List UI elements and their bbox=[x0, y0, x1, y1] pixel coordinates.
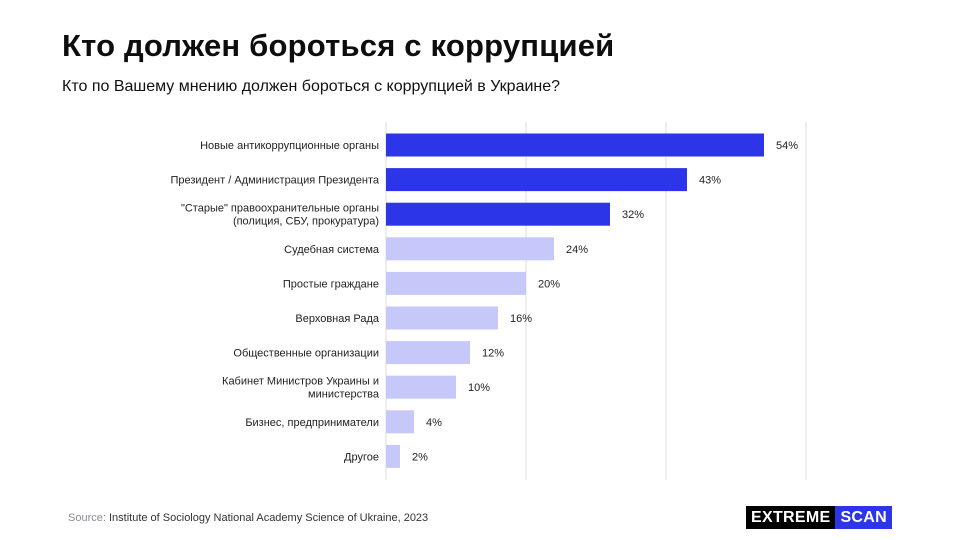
source-label: Source: bbox=[68, 512, 106, 524]
value-label: 20% bbox=[538, 278, 560, 290]
bars bbox=[386, 133, 764, 468]
bar bbox=[386, 375, 456, 399]
value-label: 12% bbox=[482, 348, 504, 360]
bar bbox=[386, 410, 414, 434]
value-label: 32% bbox=[622, 209, 644, 221]
bar bbox=[386, 133, 764, 157]
page-subtitle: Кто по Вашему мнению должен бороться с к… bbox=[62, 78, 561, 95]
category-label: Простые граждане bbox=[283, 278, 379, 290]
value-label: 16% bbox=[510, 313, 532, 325]
category-label-line: "Старые" правоохранительные органы bbox=[181, 203, 379, 215]
category-label-line: (полиция, СБУ, прокуратура) bbox=[233, 216, 379, 228]
extreme-scan-logo: EXTREME SCAN bbox=[746, 506, 892, 529]
category-label-line: министерства bbox=[308, 389, 380, 401]
bar bbox=[386, 341, 470, 365]
value-label: 2% bbox=[412, 451, 428, 463]
category-label-line: Кабинет Министров Украины и bbox=[222, 376, 379, 388]
category-label: Другое bbox=[344, 451, 379, 463]
category-label-line: Общественные организации bbox=[233, 348, 379, 360]
value-label: 54% bbox=[776, 140, 798, 152]
category-label-line: Судебная система bbox=[284, 244, 380, 256]
value-label: 4% bbox=[426, 417, 442, 429]
source-text: Institute of Sociology National Academy … bbox=[108, 512, 429, 524]
category-label-line: Бизнес, предприниматели bbox=[245, 417, 379, 429]
value-label: 43% bbox=[699, 175, 721, 187]
category-label: "Старые" правоохранительные органы (полиц… bbox=[181, 203, 379, 228]
value-labels: 54% 43% 32% 24% 20% 16% 12% 10% 4% 2% bbox=[412, 140, 798, 463]
logo-part-extreme: EXTREME bbox=[746, 506, 836, 529]
category-label: Судебная система bbox=[284, 244, 380, 256]
source-note: Source: Institute of Sociology National … bbox=[68, 512, 428, 524]
category-label: Президент / Администрация Президента bbox=[170, 175, 379, 187]
bar bbox=[386, 237, 554, 261]
category-labels: Новые антикоррупционные органы Президент … bbox=[170, 140, 379, 463]
category-label: Верховная Рада bbox=[295, 313, 379, 325]
category-label-line: Верховная Рада bbox=[295, 313, 379, 325]
bar bbox=[386, 168, 687, 192]
page-title: Кто должен бороться с коррупцией bbox=[62, 28, 615, 63]
category-label: Кабинет Министров Украины и министерства bbox=[222, 376, 380, 401]
category-label-line: Президент / Администрация Президента bbox=[170, 175, 379, 187]
bar bbox=[386, 306, 498, 330]
logo-part-scan: SCAN bbox=[835, 506, 892, 529]
category-label-line: Новые антикоррупционные органы bbox=[200, 140, 379, 152]
bar bbox=[386, 271, 526, 295]
value-label: 24% bbox=[566, 244, 588, 256]
category-label-line: Другое bbox=[344, 451, 379, 463]
category-label: Бизнес, предприниматели bbox=[245, 417, 379, 429]
value-label: 10% bbox=[468, 382, 490, 394]
bar-chart: Новые антикоррупционные органы Президент … bbox=[170, 122, 807, 480]
category-label: Новые антикоррупционные органы bbox=[200, 140, 379, 152]
bar bbox=[386, 444, 400, 468]
category-label-line: Простые граждане bbox=[283, 278, 379, 290]
bar bbox=[386, 202, 610, 226]
category-label: Общественные организации bbox=[233, 348, 379, 360]
